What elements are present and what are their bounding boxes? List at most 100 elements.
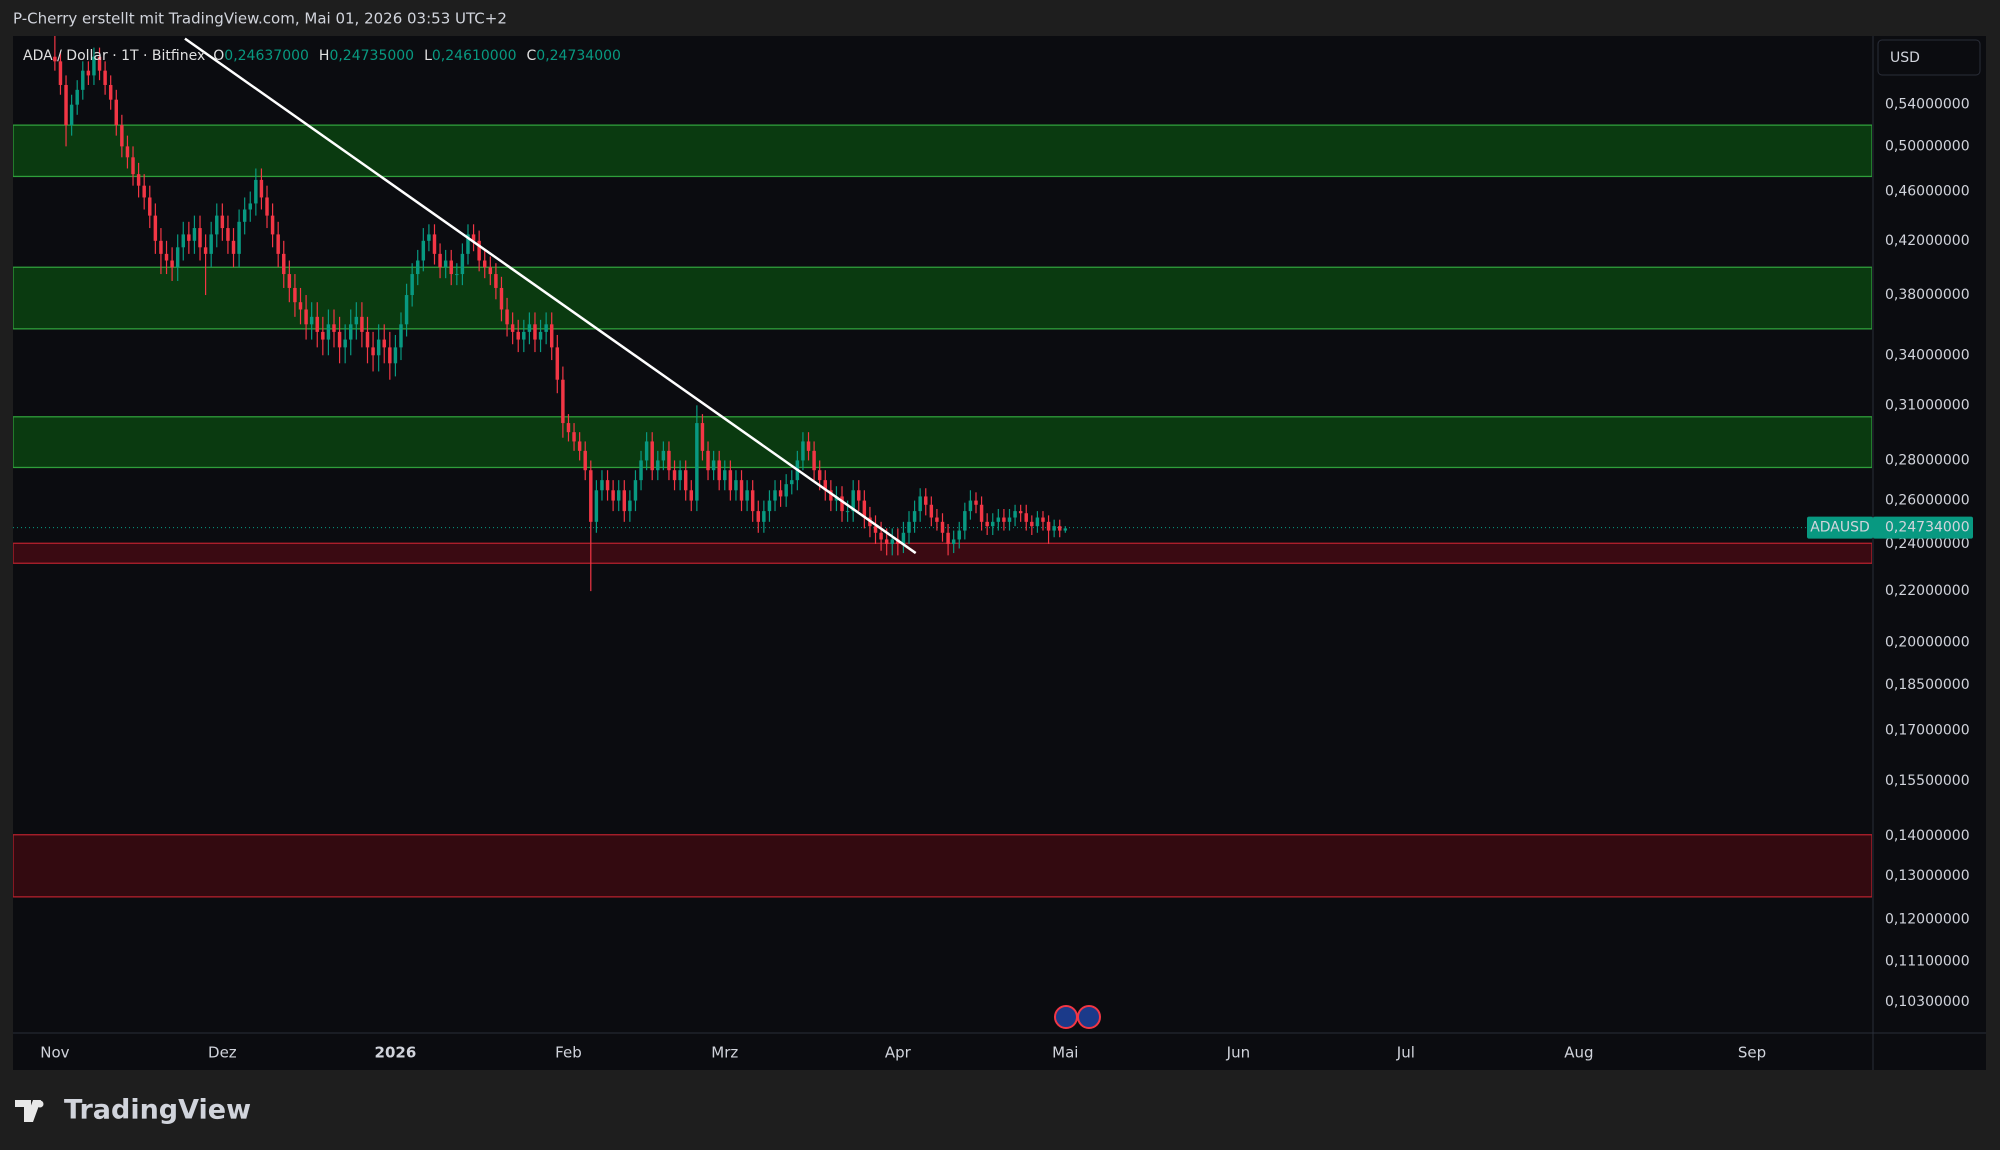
- ohlc-key: H: [319, 48, 330, 64]
- candle-body: [309, 316, 314, 325]
- candle-body: [209, 234, 213, 254]
- candle-body: [92, 56, 96, 76]
- candle-body: [678, 470, 682, 481]
- candle-body: [1058, 526, 1062, 531]
- candle-body: [622, 490, 627, 512]
- candle-body: [248, 203, 252, 210]
- y-tick-label: 0,11100000: [1885, 954, 1970, 970]
- candle-body: [449, 260, 453, 275]
- y-tick-label: 0,18500000: [1885, 677, 1970, 693]
- currency-box: [1877, 39, 1981, 76]
- candle-body: [767, 500, 772, 512]
- candle-body: [64, 84, 68, 126]
- candle-body: [153, 215, 158, 241]
- ohlc-key: L: [424, 48, 432, 64]
- candle-body: [148, 197, 152, 216]
- candle-body: [410, 274, 414, 296]
- candle-body: [890, 539, 894, 544]
- candle-body: [924, 496, 928, 505]
- zone: [13, 542, 1872, 564]
- candle-body: [717, 460, 721, 481]
- candle-body: [549, 324, 554, 348]
- y-tick-label: 0,14000000: [1885, 828, 1970, 844]
- candle-body: [695, 423, 699, 501]
- candle-body: [81, 70, 85, 90]
- candle-body: [790, 480, 794, 485]
- symbol-tag: ADAUSD: [1810, 520, 1870, 536]
- candle-body: [371, 347, 375, 356]
- x-tick-label: Apr: [885, 1044, 912, 1062]
- candle-body: [723, 470, 727, 481]
- zone: [13, 416, 1872, 469]
- candle-body: [778, 490, 783, 497]
- candle-body: [946, 532, 950, 544]
- candle-body: [298, 302, 303, 310]
- candle-body: [572, 432, 576, 442]
- candle-body: [270, 215, 275, 235]
- y-tick-label: 0,31000000: [1885, 397, 1970, 413]
- candle-body: [522, 331, 526, 340]
- y-tick-label: 0,13000000: [1885, 868, 1970, 884]
- candle-body: [711, 460, 716, 471]
- y-tick-label: 0,22000000: [1885, 583, 1970, 599]
- candle-body: [951, 539, 956, 544]
- candle-body: [650, 441, 654, 471]
- candle-body: [187, 234, 191, 241]
- candle-body: [510, 324, 515, 332]
- candle-body: [332, 324, 336, 332]
- candle-body: [103, 70, 107, 85]
- candle-body: [1018, 511, 1023, 514]
- candle-body: [321, 331, 325, 340]
- candle-body: [1002, 517, 1006, 522]
- candle-body: [1063, 528, 1068, 531]
- candle-body: [594, 490, 599, 522]
- candle-body: [494, 274, 498, 288]
- candle-body: [739, 480, 744, 501]
- candle-body: [661, 450, 666, 461]
- candle-body: [600, 480, 604, 491]
- y-tick-label: 0,46000000: [1885, 184, 1970, 200]
- candle-body: [991, 521, 995, 527]
- candle-body: [829, 490, 833, 501]
- zone: [13, 834, 1872, 898]
- candle-body: [1013, 511, 1017, 518]
- last-price-box: [1873, 516, 1973, 539]
- candle-body: [421, 240, 426, 261]
- candle-body: [544, 324, 548, 332]
- candle-body: [912, 511, 917, 522]
- x-tick-label: Nov: [40, 1044, 69, 1062]
- candle-body: [354, 316, 359, 325]
- candle-body: [784, 484, 788, 497]
- logo: TradingView: [15, 1095, 251, 1126]
- candle-body: [605, 480, 610, 491]
- candle-body: [538, 331, 543, 340]
- candle-body: [482, 260, 487, 268]
- candle-body: [812, 450, 816, 471]
- candle-body: [734, 480, 738, 491]
- candle-body: [700, 423, 705, 451]
- candle-body: [628, 500, 632, 512]
- candle-body: [192, 228, 197, 241]
- candle-body: [756, 511, 761, 522]
- candle-body: [108, 84, 113, 100]
- candle-body: [918, 496, 922, 512]
- candle-body: [404, 295, 409, 325]
- candle-body: [505, 309, 509, 325]
- y-tick-label: 0,20000000: [1885, 635, 1970, 651]
- candle-body: [237, 221, 241, 254]
- candle-body: [259, 179, 264, 198]
- candle-body: [376, 339, 381, 356]
- x-tick-label: Jul: [1396, 1044, 1415, 1062]
- candle-body: [393, 347, 398, 364]
- ohlc-key: O: [213, 48, 224, 64]
- zone: [13, 124, 1872, 178]
- candle-body: [1052, 526, 1056, 531]
- logo-text: TradingView: [64, 1095, 251, 1126]
- candle-body: [968, 500, 973, 512]
- plot-area: [13, 36, 1872, 898]
- y-tick-label: 0,26000000: [1885, 493, 1970, 509]
- candle-body: [689, 490, 694, 501]
- candle-body: [589, 470, 593, 522]
- x-tick-label: 2026: [375, 1044, 417, 1062]
